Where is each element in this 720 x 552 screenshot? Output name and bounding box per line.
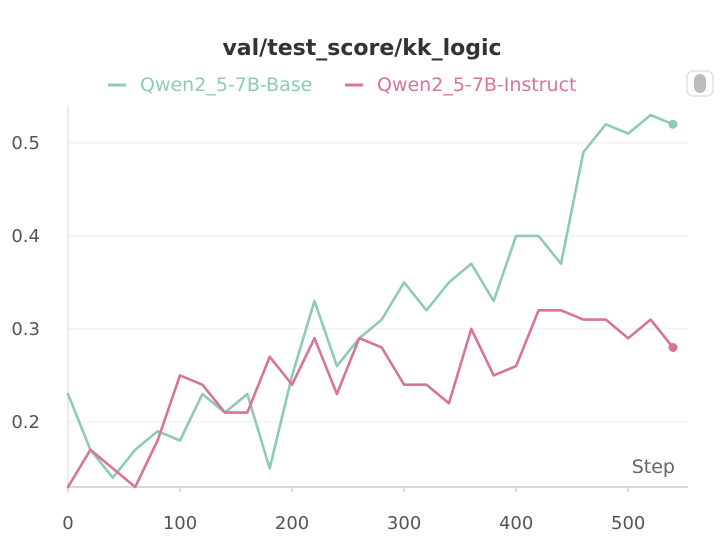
y-tick-label: 0.2 bbox=[11, 412, 40, 433]
x-tick-label: 0 bbox=[62, 513, 73, 534]
series-line-1 bbox=[66, 308, 675, 489]
x-tick-label: 300 bbox=[387, 513, 421, 534]
x-tick-label: 200 bbox=[275, 513, 309, 534]
series-line-0 bbox=[66, 113, 675, 480]
series-end-point-1 bbox=[668, 343, 678, 352]
grid bbox=[68, 142, 688, 423]
legend-scroll-handle[interactable] bbox=[686, 70, 714, 97]
chart-title: val/test_score/kk_logic bbox=[222, 36, 501, 61]
axes bbox=[67, 105, 688, 488]
legend-label-instruct: Qwen2_5-7B-Instruct bbox=[377, 74, 576, 96]
y-tick-labels: 0.2 0.3 0.4 0.5 bbox=[11, 133, 40, 433]
y-tick-label: 0.3 bbox=[11, 319, 40, 340]
y-tick-label: 0.5 bbox=[11, 133, 40, 154]
x-tick-label: 100 bbox=[163, 513, 197, 534]
series-end-point-0 bbox=[668, 119, 678, 129]
legend-item-instruct[interactable]: Qwen2_5-7B-Instruct bbox=[345, 74, 576, 96]
x-axis-label: Step bbox=[632, 456, 675, 478]
x-tick-labels: 0 100 200 300 400 500 bbox=[62, 487, 645, 534]
legend: Qwen2_5-7B-Base Qwen2_5-7B-Instruct bbox=[108, 74, 576, 96]
legend-label-base: Qwen2_5-7B-Base bbox=[140, 74, 312, 96]
series-lines bbox=[66, 113, 678, 489]
legend-item-base[interactable]: Qwen2_5-7B-Base bbox=[108, 74, 312, 96]
x-tick-label: 400 bbox=[499, 513, 533, 534]
y-tick-label: 0.4 bbox=[11, 226, 40, 247]
x-tick-label: 500 bbox=[611, 513, 645, 534]
